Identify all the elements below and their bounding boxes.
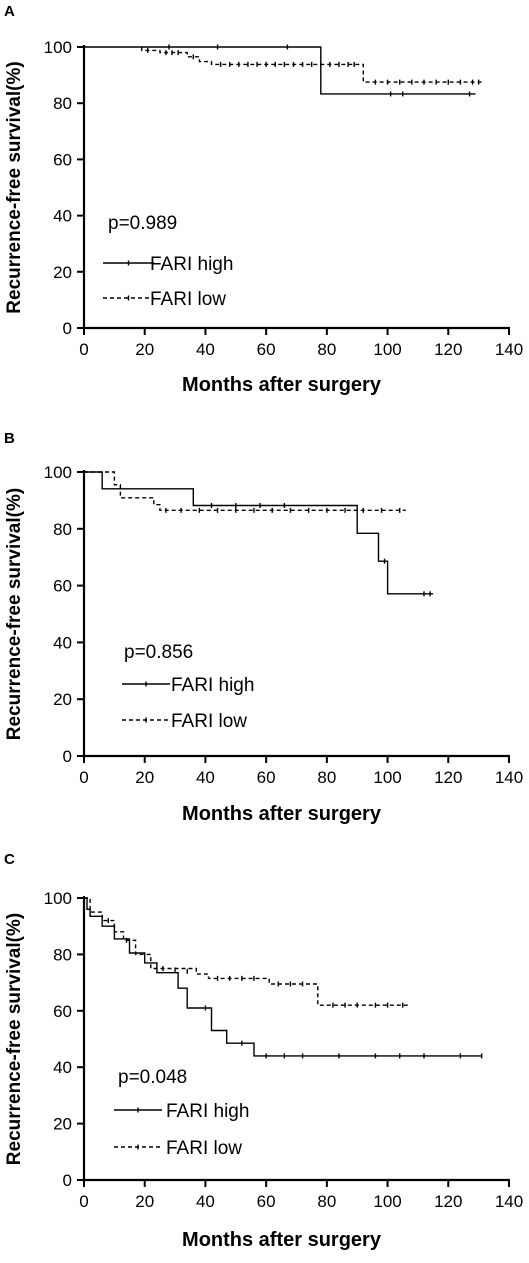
legend-label: FARI high [171, 675, 254, 696]
p-value: p=0.048 [118, 1067, 187, 1088]
x-tick-label: 0 [79, 768, 88, 787]
legend-label: FARI high [150, 254, 233, 275]
x-tick-label: 0 [79, 1192, 88, 1211]
x-tick-label: 60 [257, 1192, 276, 1211]
x-tick-label: 40 [196, 768, 215, 787]
km-panel-b: B 0 20 40 60 80 100 0 20 40 60 80 100 120 140 Recurrenc… [4, 430, 523, 825]
y-tick-label: 0 [63, 1171, 72, 1190]
y-tick-label: 100 [44, 38, 72, 57]
legend-label: FARI low [166, 1138, 242, 1159]
x-tick-label: 120 [434, 768, 462, 787]
y-axis-title: Recurrence-free survival(%) [4, 913, 25, 1165]
x-tick-label: 20 [135, 340, 154, 359]
x-tick-label: 140 [495, 340, 523, 359]
y-tick-label: 100 [44, 889, 72, 908]
y-tick-label: 80 [53, 94, 72, 113]
x-tick-label: 60 [257, 768, 276, 787]
series-solid-line [84, 897, 482, 1057]
x-tick-label: 80 [317, 1192, 336, 1211]
y-tick-label: 0 [63, 747, 72, 766]
x-tick-label: 100 [373, 1192, 401, 1211]
x-tick-label: 140 [495, 1192, 523, 1211]
y-tick-label: 20 [53, 690, 72, 709]
y-tick-label: 40 [53, 633, 72, 652]
y-tick-label: 60 [53, 577, 72, 596]
panel-letter: B [4, 430, 15, 447]
series-dashed-line [84, 897, 409, 1006]
x-tick-label: 120 [434, 1192, 462, 1211]
legend-label: FARI low [150, 289, 226, 310]
y-axis-title: Recurrence-free survival(%) [4, 488, 25, 740]
x-tick-label: 40 [196, 1192, 215, 1211]
y-tick-label: 60 [53, 150, 72, 169]
x-tick-label: 60 [257, 340, 276, 359]
p-value: p=0.856 [124, 642, 193, 663]
x-tick-label: 40 [196, 340, 215, 359]
y-tick-label: 20 [53, 263, 72, 282]
panel-letter: A [4, 3, 15, 20]
y-axis-title: Recurrence-free survival(%) [4, 61, 25, 313]
y-tick-label: 80 [53, 945, 72, 964]
y-tick-label: 80 [53, 520, 72, 539]
y-tick-label: 40 [53, 207, 72, 226]
km-panel-c: C 0 20 40 60 80 100 0 20 40 60 80 100 120 140 Recurrenc… [4, 851, 523, 1251]
y-tick-label: 40 [53, 1058, 72, 1077]
x-tick-label: 120 [434, 340, 462, 359]
p-value: p=0.989 [108, 213, 177, 234]
x-tick-label: 80 [317, 340, 336, 359]
panel-letter: C [4, 851, 15, 868]
x-tick-label: 80 [317, 768, 336, 787]
legend-label: FARI low [171, 711, 247, 732]
y-tick-label: 0 [63, 319, 72, 338]
series-dashed-line [84, 471, 406, 511]
x-tick-label: 140 [495, 768, 523, 787]
x-tick-label: 20 [135, 768, 154, 787]
y-tick-label: 20 [53, 1115, 72, 1134]
x-axis-title: Months after surgery [182, 803, 382, 825]
x-tick-label: 20 [135, 1192, 154, 1211]
x-tick-label: 0 [79, 340, 88, 359]
legend-label: FARI high [166, 1101, 249, 1122]
x-tick-label: 100 [373, 340, 401, 359]
x-tick-label: 100 [373, 768, 401, 787]
y-tick-label: 60 [53, 1002, 72, 1021]
series-solid-line [84, 471, 434, 595]
km-panel-a: A 0 20 40 60 80 100 0 20 40 60 80 100 120 140 Recurrenc… [4, 3, 523, 396]
series-dashed-line [140, 47, 482, 83]
series-solid-line [84, 46, 476, 95]
x-axis-title: Months after surgery [182, 374, 382, 396]
y-tick-label: 100 [44, 463, 72, 482]
x-axis-title: Months after surgery [182, 1229, 382, 1251]
